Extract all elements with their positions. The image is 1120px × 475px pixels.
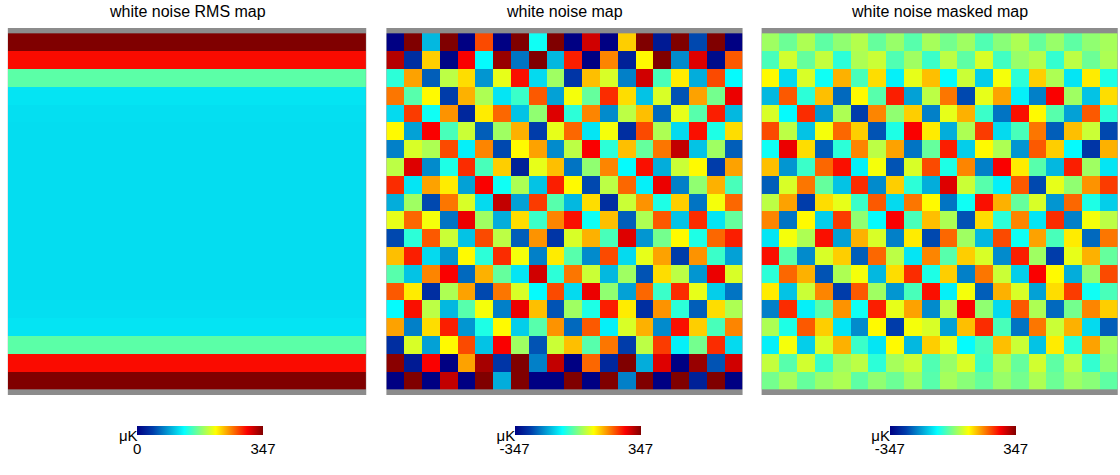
svg-text:white noise map: white noise map — [506, 3, 623, 20]
svg-text:-347: -347 — [500, 440, 530, 457]
svg-text:-347: -347 — [875, 440, 905, 457]
svg-text:μK: μK — [871, 427, 890, 444]
svg-text:347: 347 — [628, 440, 653, 457]
svg-text:white noise masked map: white noise masked map — [851, 3, 1028, 20]
svg-text:347: 347 — [1003, 440, 1028, 457]
svg-text:μK: μK — [119, 427, 138, 444]
svg-text:347: 347 — [251, 440, 276, 457]
svg-text:μK: μK — [497, 427, 516, 444]
svg-text:0: 0 — [133, 440, 141, 457]
svg-text:white noise RMS map: white noise RMS map — [109, 3, 266, 20]
